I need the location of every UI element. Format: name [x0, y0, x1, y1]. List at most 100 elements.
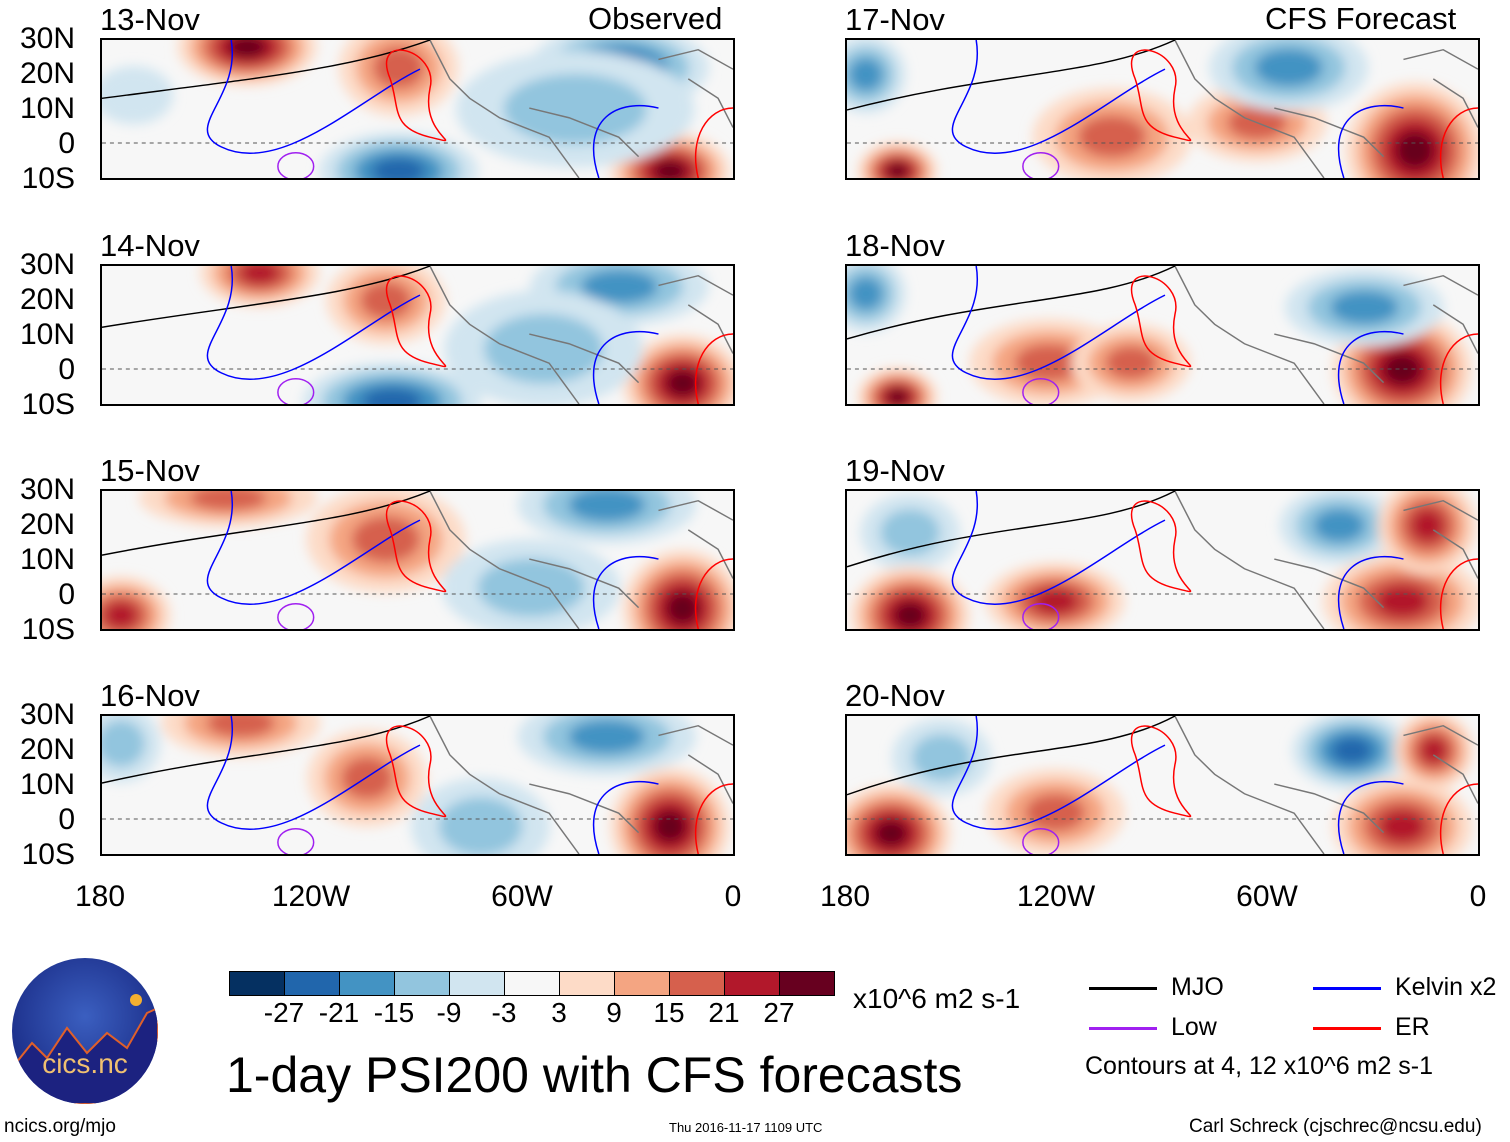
psi-anomaly — [362, 388, 423, 404]
latitude-label: 20N — [19, 283, 75, 316]
low-contour — [1022, 378, 1060, 404]
psi-anomaly — [1105, 345, 1157, 380]
kelvin-contour — [951, 491, 1404, 629]
psi-anomaly — [341, 757, 393, 799]
land-outline — [429, 716, 733, 854]
latitude-label: 10N — [19, 318, 75, 351]
psi-anomaly — [568, 491, 646, 522]
psi-anomaly — [206, 716, 275, 738]
colorbar-swatch — [285, 972, 340, 995]
footer-timestamp: Thu 2016-11-17 1109 UTC — [669, 1120, 823, 1135]
logo-text: cics.nc — [42, 1048, 128, 1079]
mjo-contour — [102, 716, 431, 784]
longitude-label: 120W — [271, 880, 351, 913]
colorbar-swatch — [505, 972, 560, 995]
psi-anomaly — [1254, 48, 1323, 87]
longitude-label: 180 — [74, 880, 126, 913]
latitude-label: 0 — [58, 578, 75, 611]
psi-anomaly — [1077, 115, 1147, 158]
psi-anomaly — [372, 158, 426, 178]
footer-url[interactable]: ncics.org/mjo — [4, 1116, 116, 1137]
land-outline — [1174, 716, 1478, 854]
psi-anomaly — [1395, 131, 1434, 169]
observed-header: Observed — [588, 1, 723, 36]
panel-date-label: 16-Nov — [100, 678, 200, 713]
colorbar-swatch — [230, 972, 285, 995]
legend-label: ER — [1395, 1013, 1430, 1041]
map-panel — [845, 38, 1480, 180]
psi-anomaly — [239, 266, 280, 285]
map-panel — [100, 714, 735, 856]
panel-date-label: 20-Nov — [845, 678, 945, 713]
psi-anomaly — [1383, 353, 1422, 386]
panel-date-label: 15-Nov — [100, 453, 200, 488]
er-contour — [1130, 500, 1478, 629]
latitude-label: 20N — [19, 57, 75, 90]
land-outline — [429, 40, 733, 178]
colorbar-swatch — [450, 972, 505, 995]
colorbar-swatch — [780, 972, 834, 995]
colorbar-tick-label: -3 — [491, 997, 517, 1028]
panel-date-label: 13-Nov — [100, 2, 200, 37]
legend-line — [1313, 987, 1381, 990]
psi-anomaly — [911, 734, 972, 781]
latitude-label: 0 — [58, 353, 75, 386]
longitude-label: 180 — [819, 880, 871, 913]
longitude-label: 0 — [724, 880, 742, 913]
latitude-label: 10S — [21, 838, 75, 871]
map-panel — [100, 264, 735, 406]
map-panel — [845, 714, 1480, 856]
colorbar-tick-label: -9 — [436, 997, 462, 1028]
colorbar-swatch — [615, 972, 670, 995]
legend-label: Low — [1171, 1013, 1217, 1041]
latitude-label: 10N — [19, 543, 75, 576]
kelvin-contour — [951, 40, 1404, 178]
legend-line — [1089, 1027, 1157, 1030]
er-contour — [1130, 49, 1478, 178]
psi-anomaly — [1420, 737, 1448, 764]
psi-anomaly — [874, 820, 908, 847]
map-panel — [845, 264, 1480, 406]
longitude-label: 60W — [491, 880, 553, 913]
low-contour — [277, 603, 315, 629]
contour-note: Contours at 4, 12 x10^6 m2 s-1 — [1085, 1052, 1434, 1080]
psi-anomaly — [1330, 290, 1399, 325]
longitude-label: 120W — [1016, 880, 1096, 913]
psi-anomaly — [848, 57, 883, 92]
map-panel — [100, 489, 735, 631]
psi-anomaly — [1410, 509, 1445, 542]
psi-anomaly — [102, 720, 145, 767]
latitude-label: 10N — [19, 92, 75, 125]
map-panel — [845, 489, 1480, 631]
cfs-forecast-header: CFS Forecast — [1265, 1, 1457, 36]
panel-date-label: 17-Nov — [845, 2, 945, 37]
latitude-label: 30N — [19, 473, 75, 506]
land-outline — [1174, 491, 1478, 629]
low-contour — [1022, 828, 1060, 854]
colorbar-tick-label: -15 — [373, 997, 415, 1028]
mjo-contour — [847, 491, 1176, 568]
colorbar-tick-label: -27 — [263, 997, 305, 1028]
latitude-label: 30N — [19, 22, 75, 55]
psi-anomaly — [666, 592, 699, 625]
psi-anomaly — [373, 46, 425, 89]
low-contour — [277, 378, 315, 404]
colorbar — [229, 971, 835, 996]
psi-anomaly — [581, 270, 658, 304]
colorbar-tick-label: -21 — [318, 997, 360, 1028]
psi-anomaly — [886, 163, 909, 178]
map-panel — [100, 38, 735, 180]
colorbar-tick-label: 3 — [551, 997, 567, 1028]
psi-anomaly — [104, 602, 138, 629]
kelvin-contour — [206, 40, 659, 178]
psi-anomaly — [653, 160, 687, 178]
er-contour — [1130, 275, 1478, 404]
latitude-label: 10S — [21, 162, 75, 195]
colorbar-swatch — [395, 972, 450, 995]
psi-anomaly — [1032, 588, 1079, 615]
psi-anomaly — [1375, 585, 1429, 618]
low-contour — [277, 828, 315, 854]
mjo-contour — [847, 716, 1176, 796]
er-contour — [1130, 725, 1478, 854]
